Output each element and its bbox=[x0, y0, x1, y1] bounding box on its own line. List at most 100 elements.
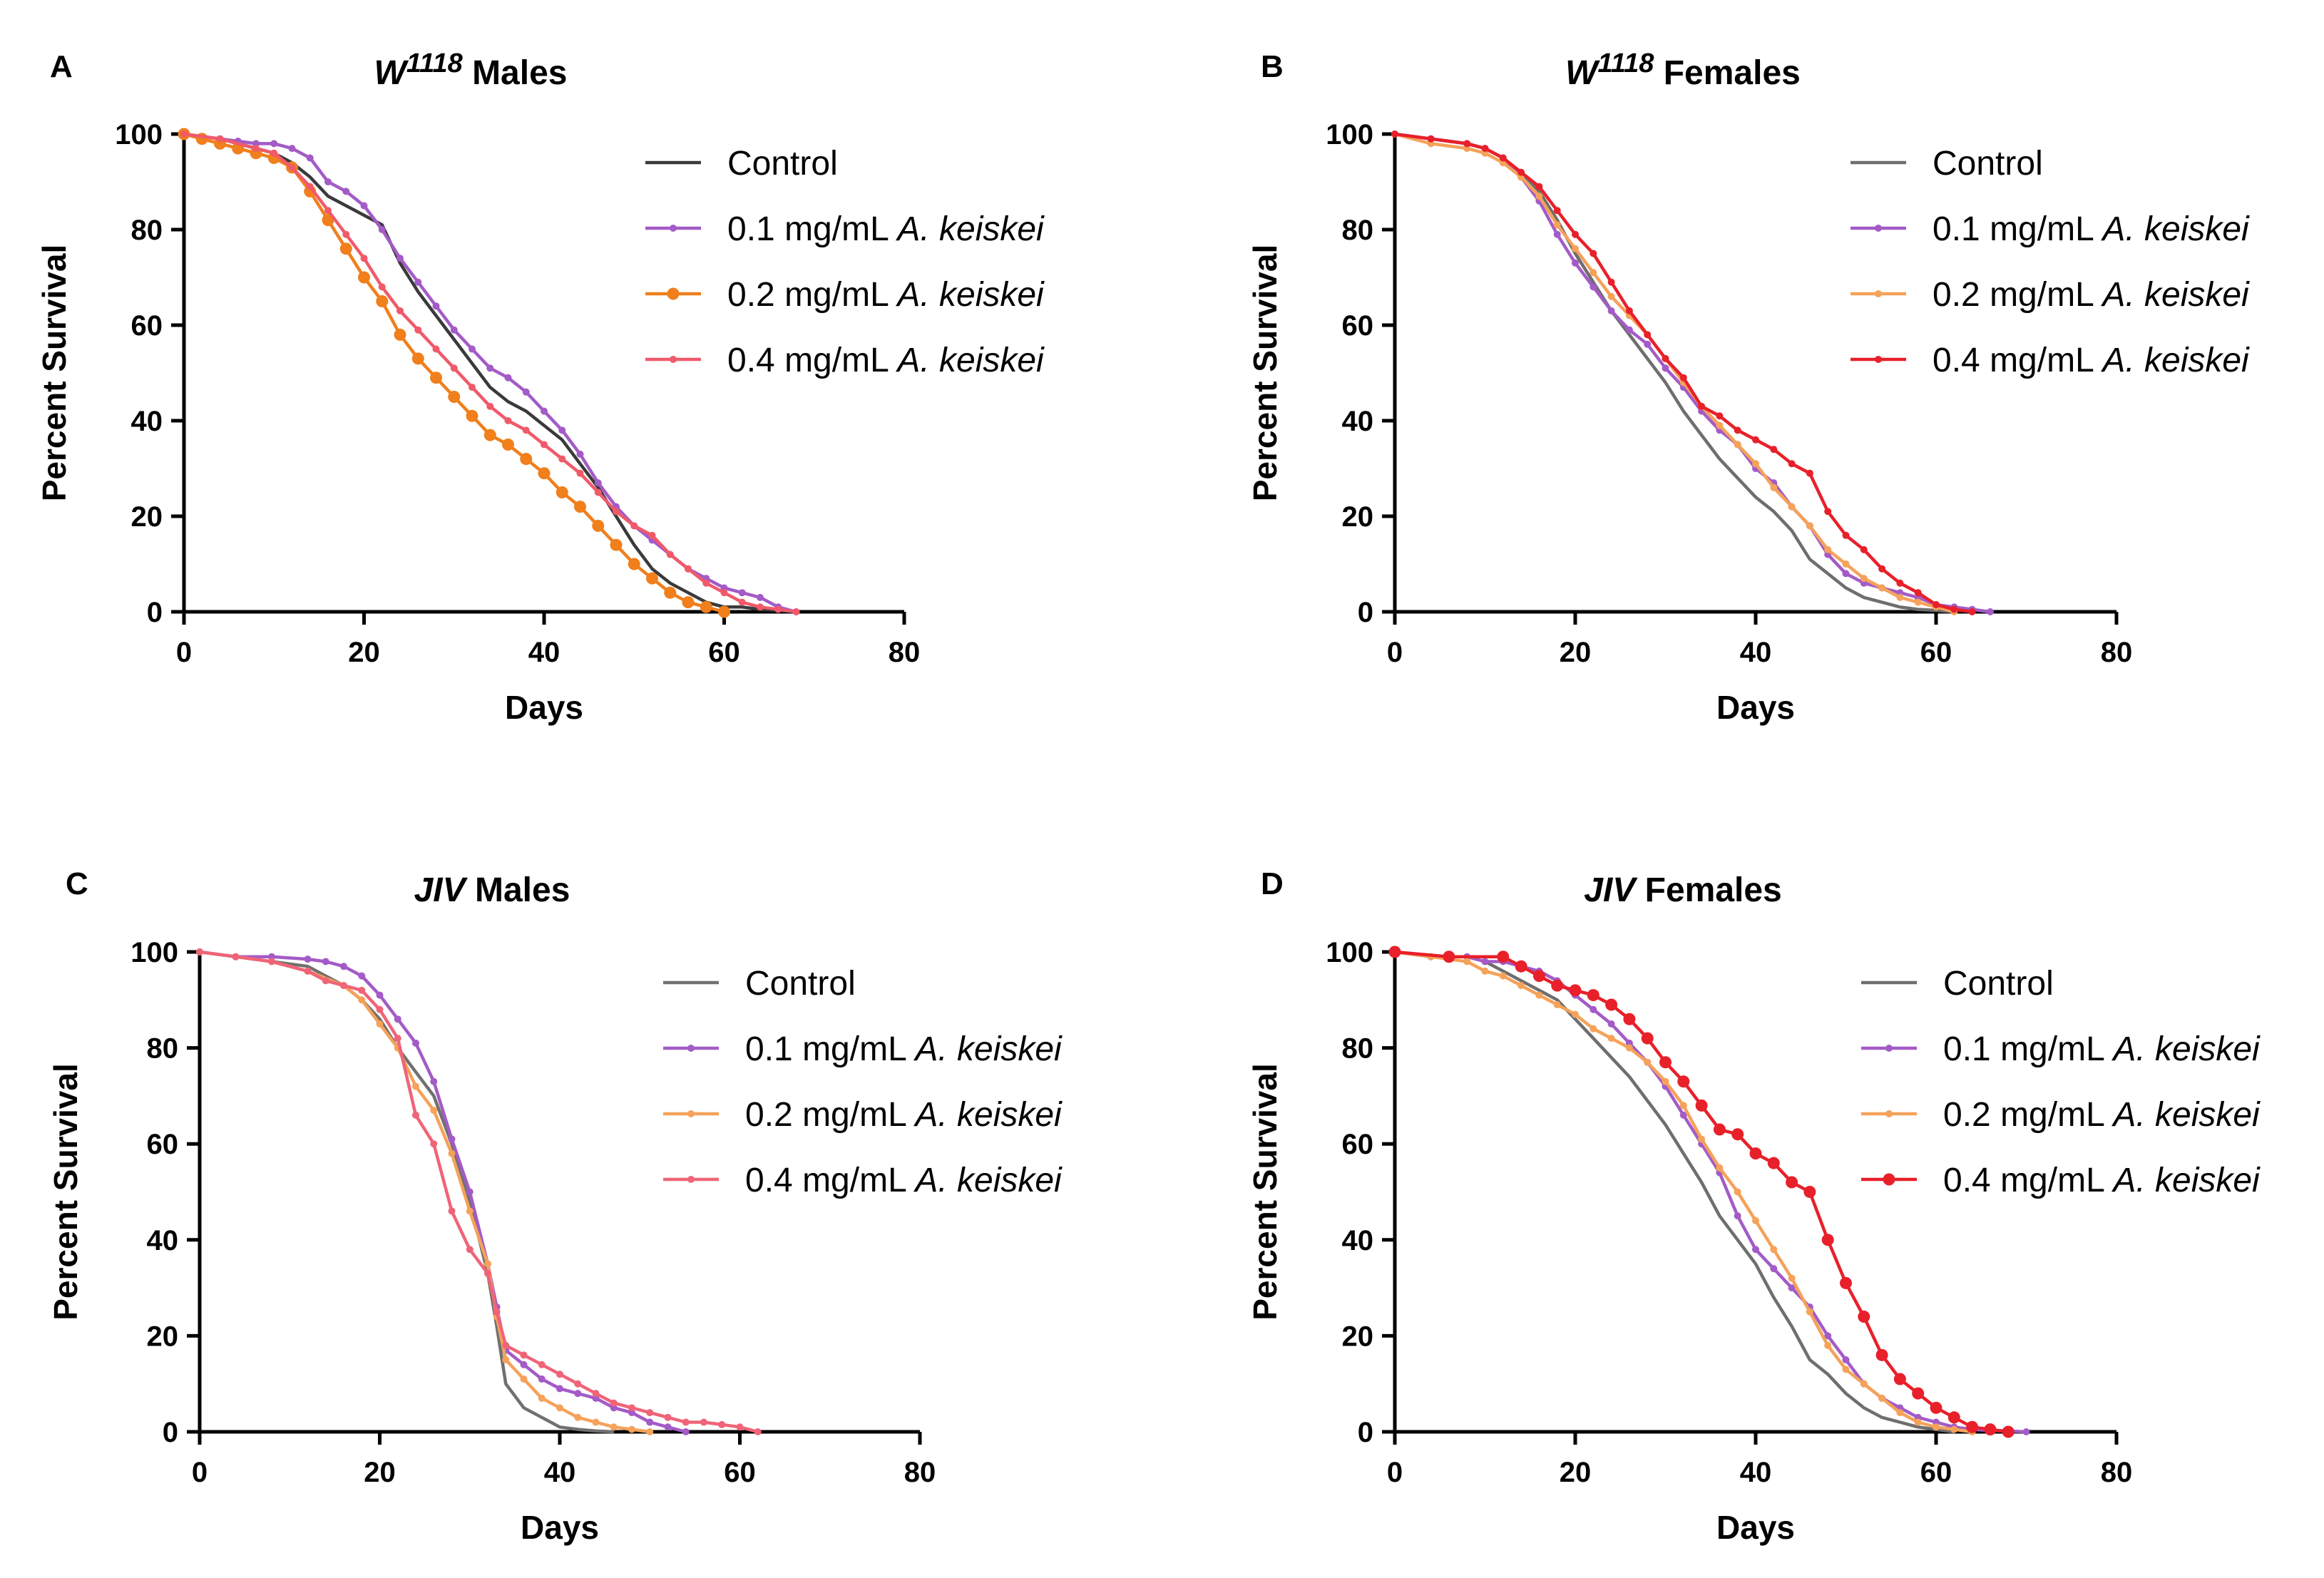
legend-item: 0.1 mg/mL A. keiskei bbox=[1861, 1030, 2261, 1068]
series-line bbox=[1394, 950, 1955, 1434]
data-point bbox=[1875, 1348, 1888, 1361]
y-tick-label: 20 bbox=[1342, 501, 1374, 533]
data-point bbox=[324, 207, 332, 215]
y-tick-label: 0 bbox=[163, 1417, 178, 1448]
data-point bbox=[493, 1308, 501, 1316]
data-point bbox=[450, 326, 458, 334]
legend-swatch-marker bbox=[670, 356, 677, 363]
y-tick-label: 100 bbox=[130, 937, 178, 968]
data-point bbox=[628, 558, 640, 570]
data-point bbox=[1947, 1411, 1960, 1424]
data-point bbox=[502, 1356, 510, 1364]
data-point bbox=[556, 1404, 563, 1412]
data-point bbox=[1625, 326, 1633, 334]
data-point bbox=[270, 149, 278, 157]
series-1 bbox=[196, 948, 690, 1435]
data-point bbox=[1644, 1058, 1652, 1066]
legend-swatch-marker bbox=[687, 1176, 695, 1183]
data-point bbox=[376, 1020, 384, 1028]
title-strain: JIV bbox=[414, 871, 469, 909]
data-point bbox=[432, 302, 440, 310]
x-tick-label: 0 bbox=[1387, 1457, 1403, 1488]
panel-letter: A bbox=[50, 49, 73, 84]
x-tick-label: 80 bbox=[889, 637, 921, 668]
data-point bbox=[541, 407, 548, 415]
data-point bbox=[1463, 140, 1471, 148]
data-point bbox=[702, 579, 710, 587]
data-point bbox=[448, 391, 461, 403]
legend-label: Control bbox=[1933, 145, 2043, 183]
data-point bbox=[646, 1428, 654, 1435]
data-point bbox=[541, 441, 548, 449]
legend-label-plain: 0.4 mg/mL bbox=[1943, 1162, 2113, 1199]
series-3 bbox=[180, 130, 800, 615]
legend-label-italic: A. keiskei bbox=[2111, 1096, 2261, 1134]
data-point bbox=[1587, 989, 1599, 1002]
data-point bbox=[1930, 1401, 1942, 1414]
x-tick-label: 0 bbox=[176, 637, 192, 668]
data-point bbox=[576, 469, 584, 477]
legend-label-plain: 0.1 mg/mL bbox=[1943, 1030, 2113, 1068]
data-point bbox=[610, 538, 623, 551]
data-point bbox=[1532, 970, 1545, 983]
data-point bbox=[466, 1188, 473, 1196]
series-3 bbox=[196, 948, 762, 1435]
legend-label-plain: Control bbox=[1943, 965, 2054, 1003]
series-2 bbox=[196, 948, 654, 1435]
data-point bbox=[1824, 508, 1832, 516]
legend-swatch-marker bbox=[1875, 225, 1882, 232]
series-line bbox=[1394, 950, 2009, 1434]
data-point bbox=[1463, 958, 1471, 965]
legend-item: 0.2 mg/mL A. keiskei bbox=[1851, 276, 2250, 314]
legend-label: 0.2 mg/mL A. keiskei bbox=[1933, 276, 2250, 314]
data-point bbox=[469, 345, 476, 353]
data-point bbox=[1590, 1025, 1597, 1033]
series-1 bbox=[1391, 130, 1994, 615]
data-point bbox=[339, 242, 352, 255]
data-point bbox=[448, 1135, 456, 1143]
data-point bbox=[1481, 958, 1489, 965]
y-tick-label: 40 bbox=[131, 406, 163, 437]
y-tick-label: 20 bbox=[131, 501, 163, 533]
data-point bbox=[1497, 951, 1510, 963]
data-point bbox=[466, 1246, 473, 1254]
legend-item: 0.2 mg/mL A. keiskei bbox=[663, 1096, 1063, 1134]
data-point bbox=[1824, 545, 1832, 553]
x-tick-label: 40 bbox=[528, 637, 560, 668]
legend-label-plain: 0.2 mg/mL bbox=[1943, 1096, 2113, 1134]
series-1 bbox=[1391, 948, 2030, 1435]
data-point bbox=[1770, 483, 1778, 491]
data-point bbox=[1842, 531, 1850, 539]
legend-item: 0.1 mg/mL A. keiskei bbox=[663, 1030, 1063, 1068]
data-point bbox=[430, 1107, 438, 1115]
data-point bbox=[1896, 1409, 1904, 1417]
data-point bbox=[414, 326, 422, 334]
legend-label-italic: A. keiskei bbox=[2111, 1162, 2261, 1199]
data-point bbox=[378, 226, 386, 233]
data-point bbox=[504, 417, 512, 424]
data-point bbox=[1607, 1035, 1615, 1042]
data-point bbox=[754, 1428, 762, 1435]
x-tick-label: 60 bbox=[1920, 637, 1952, 668]
data-point bbox=[1605, 998, 1618, 1011]
data-point bbox=[469, 384, 476, 391]
data-point bbox=[288, 163, 296, 171]
panel-letter: D bbox=[1261, 866, 1284, 901]
data-point bbox=[1858, 1310, 1870, 1323]
data-point bbox=[502, 439, 514, 451]
data-point bbox=[450, 364, 458, 372]
data-point bbox=[1734, 1188, 1741, 1196]
series-2 bbox=[1391, 948, 1976, 1435]
y-tick-label: 80 bbox=[147, 1033, 179, 1065]
legend-item: 0.1 mg/mL A. keiskei bbox=[1851, 210, 2250, 248]
x-axis-title: Days bbox=[1716, 1509, 1795, 1546]
y-tick-label: 20 bbox=[147, 1321, 179, 1352]
data-point bbox=[538, 467, 551, 480]
data-point bbox=[592, 519, 605, 532]
data-point bbox=[1893, 1373, 1906, 1385]
data-point bbox=[322, 958, 329, 965]
data-point bbox=[196, 948, 203, 955]
title-sex: Females bbox=[1635, 871, 1781, 909]
legend-item: Control bbox=[663, 965, 856, 1003]
